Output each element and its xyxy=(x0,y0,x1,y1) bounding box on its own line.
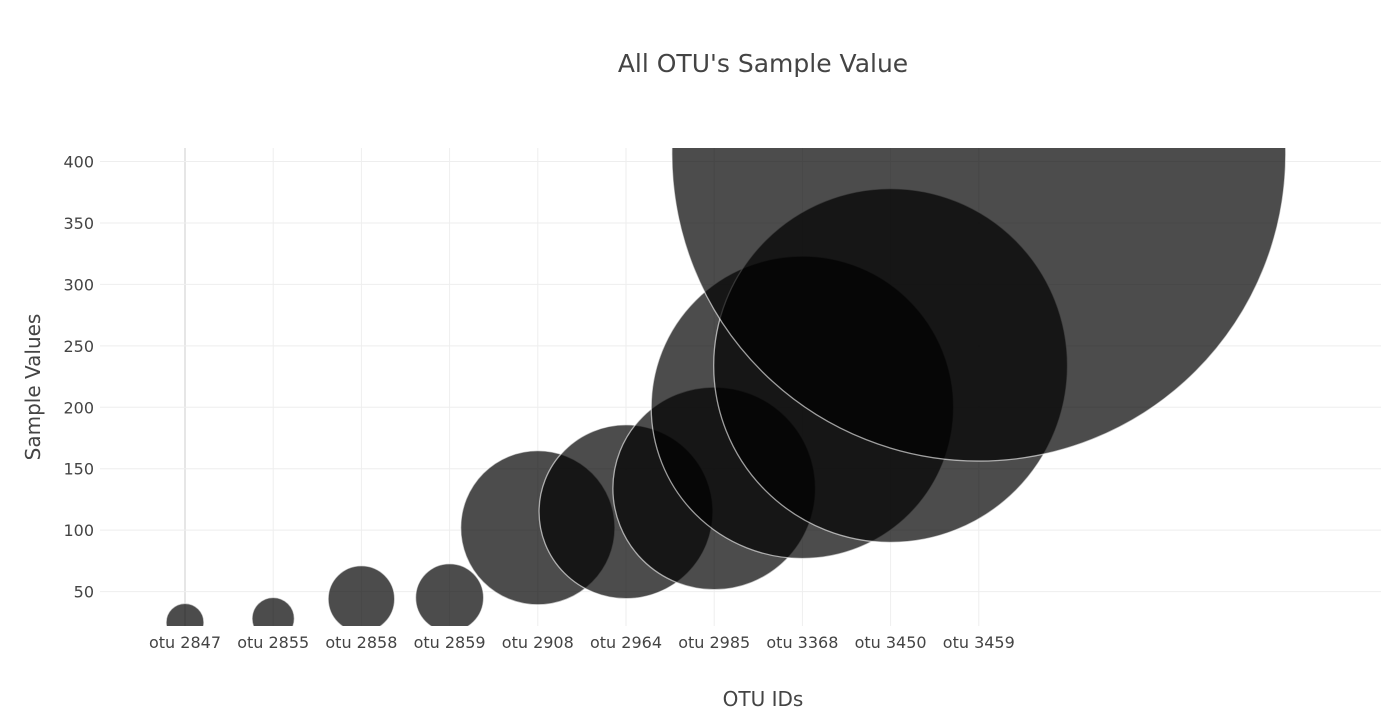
bubble-marker[interactable] xyxy=(671,0,1287,462)
y-tick-label: 200 xyxy=(63,398,94,417)
x-tick-label: otu 2858 xyxy=(325,633,397,652)
y-tick-label: 50 xyxy=(74,583,94,602)
bubble-marker[interactable] xyxy=(414,563,485,632)
x-tick-label: otu 3459 xyxy=(943,633,1015,652)
bubble-marker[interactable] xyxy=(251,596,296,639)
y-axis-title: Sample Values xyxy=(21,314,45,461)
x-tick-label: otu 2985 xyxy=(678,633,750,652)
y-tick-label: 250 xyxy=(63,337,94,356)
y-tick-label: 350 xyxy=(63,214,94,233)
x-tick-label: otu 3368 xyxy=(766,633,838,652)
x-tick-label: otu 2964 xyxy=(590,633,662,652)
bubble-marker[interactable] xyxy=(327,565,396,633)
y-tick-label: 100 xyxy=(63,521,94,540)
bubble-series xyxy=(165,0,1287,641)
bubble-marker[interactable] xyxy=(165,602,205,641)
y-tick-label: 300 xyxy=(63,275,94,294)
y-tick-label: 150 xyxy=(63,460,94,479)
y-tick-label: 400 xyxy=(63,153,94,172)
x-tick-label: otu 2847 xyxy=(149,633,221,652)
x-tick-label: otu 3450 xyxy=(855,633,927,652)
x-tick-label: otu 2855 xyxy=(237,633,309,652)
x-axis-ticks: otu 2847 otu 2855 otu 2858 otu 2859 otu 2908… xyxy=(149,633,1015,652)
x-axis-title: OTU IDs xyxy=(723,687,804,711)
x-tick-label: otu 2908 xyxy=(502,633,574,652)
y-axis-ticks: 50 100 150 200 250 300 350 400 xyxy=(63,153,94,602)
chart-title: All OTU's Sample Value xyxy=(618,49,908,78)
x-tick-label: otu 2859 xyxy=(414,633,486,652)
